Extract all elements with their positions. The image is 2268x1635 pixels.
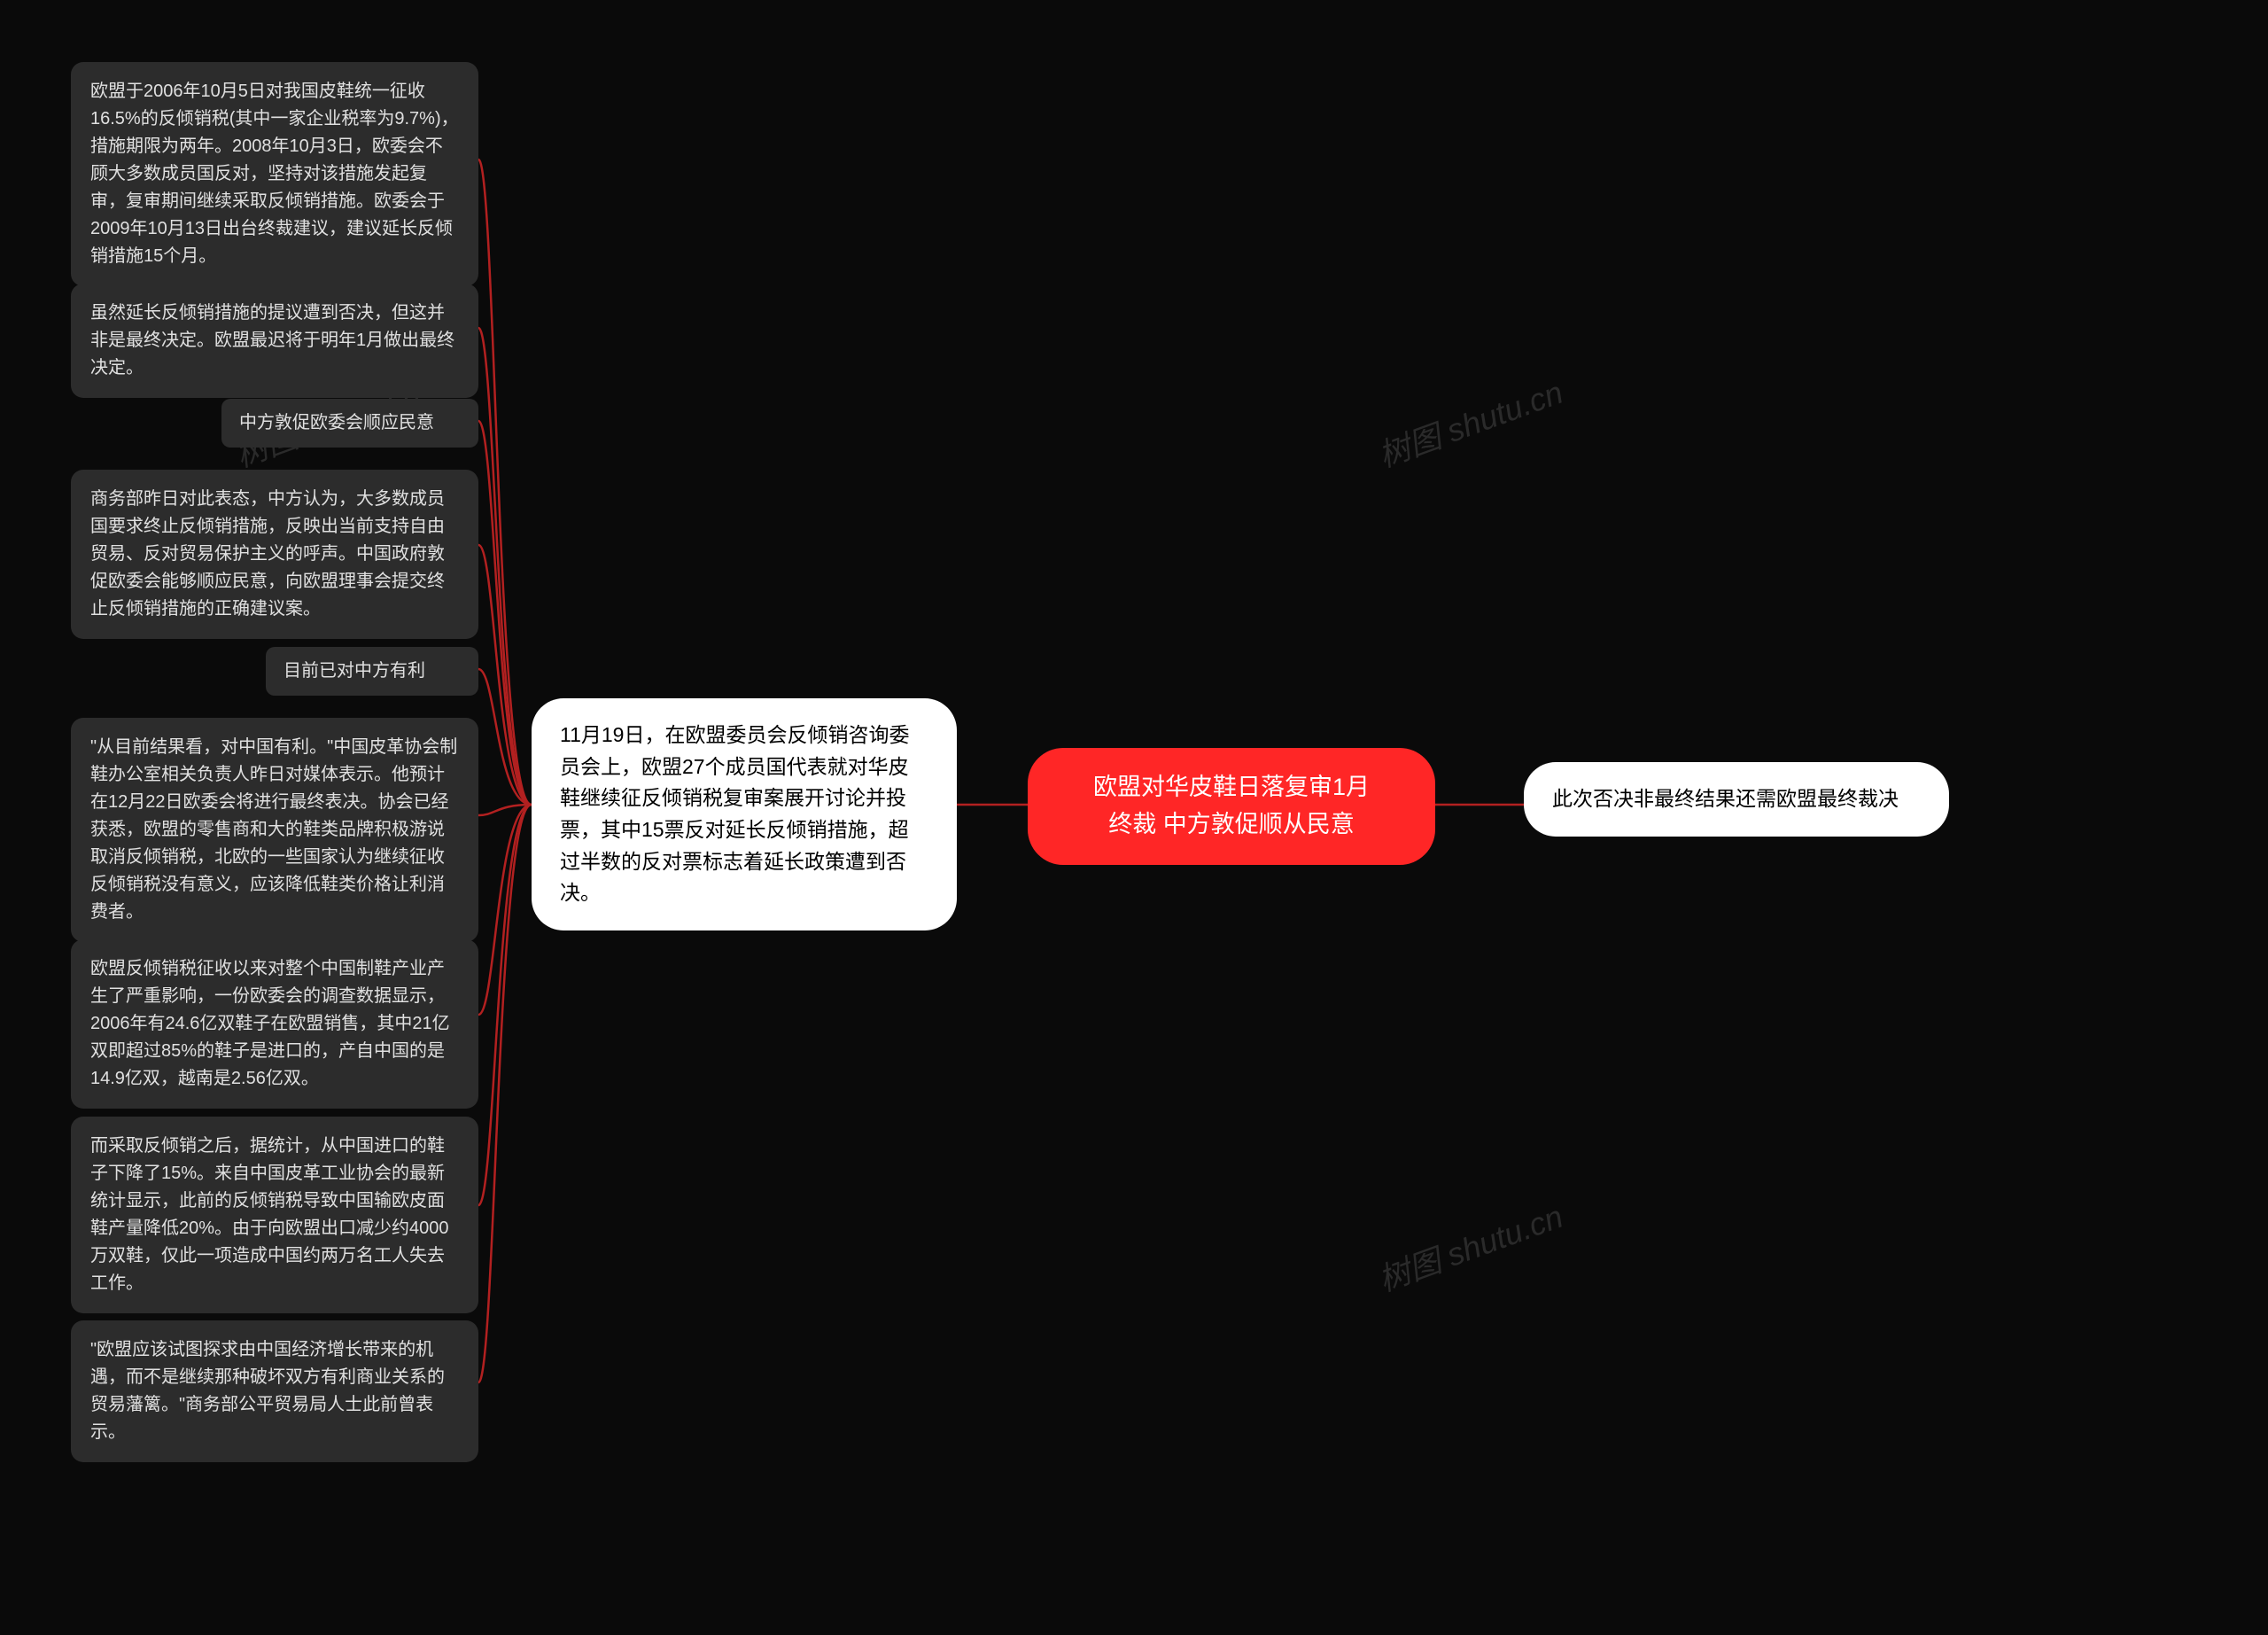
leaf-node-2[interactable]: 中方敦促欧委会顺应民意 xyxy=(221,399,478,448)
leaf-node-4[interactable]: 目前已对中方有利 xyxy=(266,647,478,696)
root-node[interactable]: 欧盟对华皮鞋日落复审1月 终裁 中方敦促顺从民意 xyxy=(1028,748,1435,865)
watermark: 树图 shutu.cn xyxy=(1371,367,1569,476)
leaf-text: 欧盟反倾销税征收以来对整个中国制鞋产业产生了严重影响，一份欧委会的调查数据显示，… xyxy=(90,959,450,1088)
leaf-text: 商务部昨日对此表态，中方认为，大多数成员国要求终止反倾销措施，反映出当前支持自由… xyxy=(90,489,445,619)
watermark: 树图 shutu.cn xyxy=(1371,1191,1569,1300)
leaf-node-6[interactable]: 欧盟反倾销税征收以来对整个中国制鞋产业产生了严重影响，一份欧委会的调查数据显示，… xyxy=(71,939,478,1109)
leaf-text: 欧盟于2006年10月5日对我国皮鞋统一征收16.5%的反倾销税(其中一家企业税… xyxy=(90,82,459,266)
leaf-text: "欧盟应该试图探求由中国经济增长带来的机遇，而不是继续那种破坏双方有利商业关系的… xyxy=(90,1340,445,1442)
leaf-node-1[interactable]: 虽然延长反倾销措施的提议遭到否决，但这并非是最终决定。欧盟最迟将于明年1月做出最… xyxy=(71,284,478,398)
root-title-line1: 欧盟对华皮鞋日落复审1月 xyxy=(1060,769,1403,806)
root-title-line2: 终裁 中方敦促顺从民意 xyxy=(1060,806,1403,844)
right-child-node[interactable]: 此次否决非最终结果还需欧盟最终裁决 xyxy=(1524,762,1949,837)
leaf-node-0[interactable]: 欧盟于2006年10月5日对我国皮鞋统一征收16.5%的反倾销税(其中一家企业税… xyxy=(71,62,478,286)
leaf-node-3[interactable]: 商务部昨日对此表态，中方认为，大多数成员国要求终止反倾销措施，反映出当前支持自由… xyxy=(71,470,478,639)
leaf-text: 目前已对中方有利 xyxy=(284,661,425,681)
leaf-text: 虽然延长反倾销措施的提议遭到否决，但这并非是最终决定。欧盟最迟将于明年1月做出最… xyxy=(90,303,454,378)
leaf-text: 而采取反倾销之后，据统计，从中国进口的鞋子下降了15%。来自中国皮革工业协会的最… xyxy=(90,1136,449,1293)
right-child-text: 此次否决非最终结果还需欧盟最终裁决 xyxy=(1552,787,1899,810)
leaf-text: "从目前结果看，对中国有利。"中国皮革协会制鞋办公室相关负责人昨日对媒体表示。他… xyxy=(90,737,457,922)
leaf-node-7[interactable]: 而采取反倾销之后，据统计，从中国进口的鞋子下降了15%。来自中国皮革工业协会的最… xyxy=(71,1117,478,1313)
leaf-node-5[interactable]: "从目前结果看，对中国有利。"中国皮革协会制鞋办公室相关负责人昨日对媒体表示。他… xyxy=(71,718,478,942)
leaf-node-8[interactable]: "欧盟应该试图探求由中国经济增长带来的机遇，而不是继续那种破坏双方有利商业关系的… xyxy=(71,1320,478,1462)
left-sub-node[interactable]: 11月19日，在欧盟委员会反倾销咨询委员会上，欧盟27个成员国代表就对华皮鞋继续… xyxy=(532,698,957,930)
leaf-text: 中方敦促欧委会顺应民意 xyxy=(239,413,434,432)
left-sub-text: 11月19日，在欧盟委员会反倾销咨询委员会上，欧盟27个成员国代表就对华皮鞋继续… xyxy=(560,723,909,904)
